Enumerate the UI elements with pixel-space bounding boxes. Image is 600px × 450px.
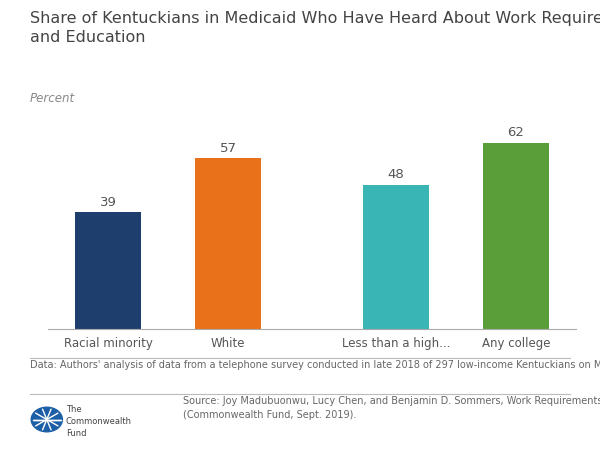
- Text: Commonwealth: Commonwealth: [66, 417, 132, 426]
- Text: Fund: Fund: [66, 429, 86, 438]
- Text: Source: Joy Madubuonwu, Lucy Chen, and Benjamin D. Sommers, Work Requirements in: Source: Joy Madubuonwu, Lucy Chen, and B…: [183, 396, 600, 420]
- Text: Percent: Percent: [30, 92, 75, 105]
- Text: Share of Kentuckians in Medicaid Who Have Heard About Work Requirements, by Race: Share of Kentuckians in Medicaid Who Hav…: [30, 11, 600, 45]
- Bar: [195, 158, 261, 328]
- Text: Data: Authors' analysis of data from a telephone survey conducted in late 2018 o: Data: Authors' analysis of data from a t…: [30, 360, 600, 370]
- Bar: [75, 212, 141, 328]
- Bar: [483, 143, 549, 328]
- Text: 57: 57: [220, 141, 236, 154]
- Text: 48: 48: [388, 168, 404, 181]
- Circle shape: [31, 407, 62, 432]
- Bar: [363, 184, 429, 328]
- Text: 39: 39: [100, 195, 116, 208]
- Text: The: The: [66, 405, 82, 414]
- Text: 62: 62: [508, 126, 524, 140]
